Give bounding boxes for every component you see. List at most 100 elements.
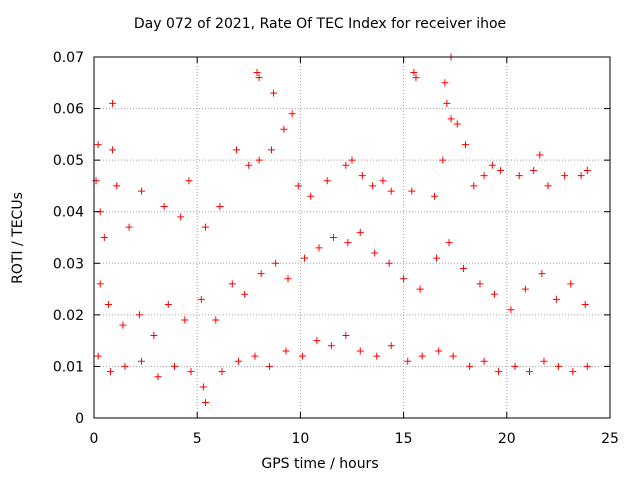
data-point xyxy=(416,285,424,293)
data-point xyxy=(255,74,263,82)
data-point xyxy=(356,347,364,355)
data-point xyxy=(583,166,591,174)
data-point xyxy=(181,316,189,324)
data-point xyxy=(327,342,335,350)
data-point xyxy=(581,301,589,309)
data-point xyxy=(538,270,546,278)
data-point xyxy=(228,280,236,288)
data-point xyxy=(255,156,263,164)
data-point xyxy=(511,362,519,370)
data-point xyxy=(344,239,352,247)
data-point xyxy=(109,146,117,154)
data-point xyxy=(121,362,129,370)
data-point xyxy=(536,151,544,159)
grid-lines xyxy=(94,57,610,418)
data-point xyxy=(125,223,133,231)
data-point xyxy=(185,177,193,185)
data-point xyxy=(280,125,288,133)
data-point xyxy=(199,383,207,391)
data-point xyxy=(268,146,276,154)
x-tick-label: 20 xyxy=(498,431,516,447)
data-point xyxy=(270,89,278,97)
data-point xyxy=(433,254,441,262)
data-point xyxy=(282,347,290,355)
data-point xyxy=(569,368,577,376)
data-point xyxy=(435,347,443,355)
data-point xyxy=(358,172,366,180)
data-point xyxy=(470,182,478,190)
data-points xyxy=(92,53,591,407)
data-point xyxy=(272,259,280,267)
data-point xyxy=(96,280,104,288)
data-point xyxy=(526,368,534,376)
x-tick-label: 25 xyxy=(601,431,619,447)
data-point xyxy=(507,306,515,314)
data-point xyxy=(441,79,449,87)
x-tick-label: 15 xyxy=(395,431,413,447)
data-point xyxy=(201,223,209,231)
data-point xyxy=(412,74,420,82)
data-point xyxy=(443,99,451,107)
data-point xyxy=(480,172,488,180)
data-point xyxy=(356,228,364,236)
data-point xyxy=(418,352,426,360)
data-point xyxy=(466,362,474,370)
data-point xyxy=(323,177,331,185)
data-point xyxy=(177,213,185,221)
data-point xyxy=(567,280,575,288)
data-point xyxy=(201,399,209,407)
data-point xyxy=(104,301,112,309)
data-point xyxy=(410,68,418,76)
data-point xyxy=(404,357,412,365)
data-point xyxy=(495,368,503,376)
data-point xyxy=(408,187,416,195)
data-point xyxy=(329,234,337,241)
data-point xyxy=(379,177,387,185)
data-point xyxy=(288,110,296,118)
data-point xyxy=(445,239,453,247)
data-point xyxy=(251,352,259,360)
data-point xyxy=(234,357,242,365)
data-point xyxy=(119,321,127,329)
data-point xyxy=(313,337,321,345)
data-point xyxy=(342,161,350,169)
data-point xyxy=(453,120,461,128)
data-point xyxy=(476,280,484,288)
data-point xyxy=(218,368,226,376)
x-tick-label: 10 xyxy=(291,431,309,447)
chart-title: Day 072 of 2021, Rate Of TEC Index for r… xyxy=(133,16,507,32)
data-point xyxy=(530,166,538,174)
data-point xyxy=(294,182,302,190)
y-tick-label: 0 xyxy=(75,411,84,427)
data-point xyxy=(94,352,102,360)
data-point xyxy=(515,172,523,180)
data-point xyxy=(552,295,560,303)
data-point xyxy=(459,264,467,272)
data-point xyxy=(480,357,488,365)
data-point xyxy=(497,166,505,174)
data-point xyxy=(160,203,168,211)
data-point xyxy=(137,357,145,365)
data-point xyxy=(369,182,377,190)
data-point xyxy=(342,331,350,339)
data-point xyxy=(561,172,569,180)
data-point xyxy=(197,295,205,303)
data-point xyxy=(583,362,591,370)
data-point xyxy=(137,187,145,195)
data-point xyxy=(284,275,292,283)
y-tick-label: 0.07 xyxy=(53,50,84,66)
data-point xyxy=(387,187,395,195)
x-tick-label: 0 xyxy=(90,431,99,447)
data-point xyxy=(387,342,395,350)
data-point xyxy=(232,146,240,154)
x-axis-label: GPS time / hours xyxy=(261,456,379,472)
data-point xyxy=(100,234,108,241)
data-point xyxy=(371,249,379,257)
data-point xyxy=(348,156,356,164)
axis-ticks: 0 5 10 15 20 25 0 0.01 0.02 0.03 0.04 0.05 0.06 0.07 xyxy=(53,50,619,447)
data-point xyxy=(113,182,121,190)
data-point xyxy=(577,172,585,180)
data-point xyxy=(373,352,381,360)
data-point xyxy=(257,270,265,278)
data-point xyxy=(521,285,529,293)
